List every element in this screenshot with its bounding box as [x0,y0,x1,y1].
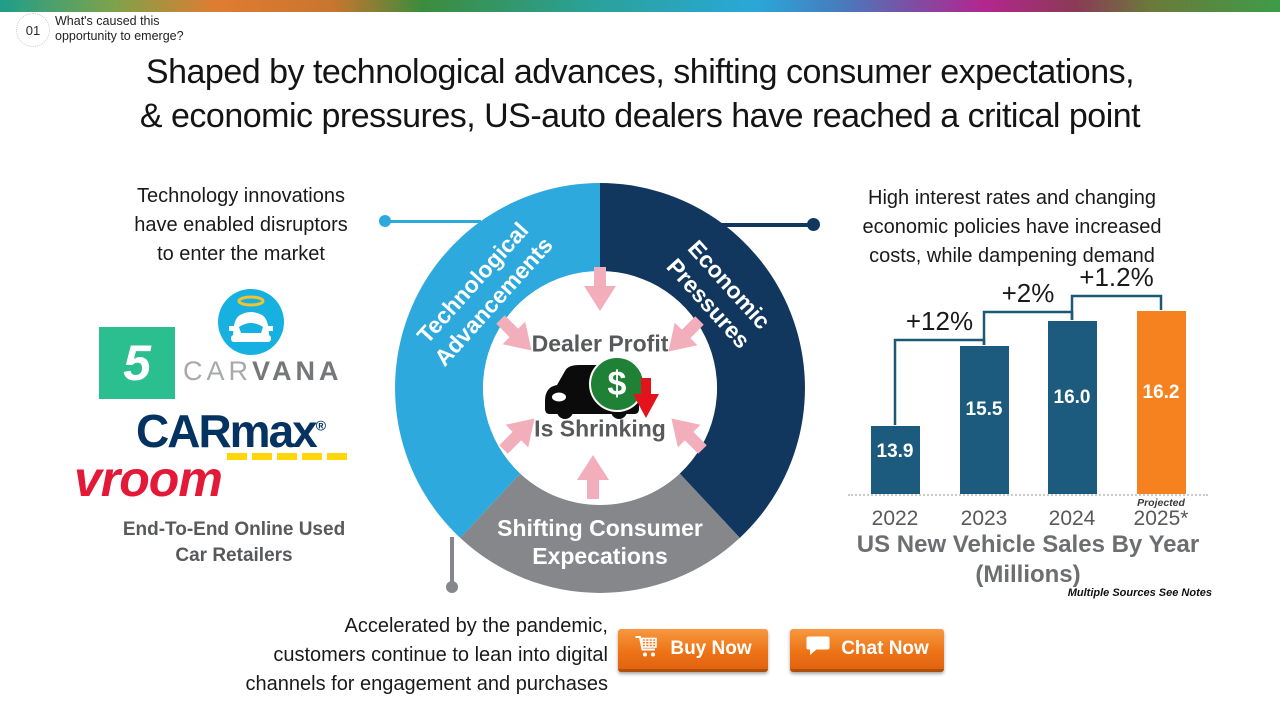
cart-icon [634,634,660,664]
bar-2022 [870,426,920,494]
dealer-profit-text: Dealer Profit [531,330,669,357]
source-note: Multiple Sources See Notes [1067,587,1212,599]
right-connector-line [720,223,812,227]
right-connector-dot [807,218,820,231]
left-callout: Technology innovations have enabled disr… [134,185,348,265]
chart-title: US New Vehicle Sales By Year (Millions) [856,531,1200,588]
inward-arrow-icon [659,406,714,461]
bar-2023 [959,346,1009,494]
segment-economic-pressures [600,183,805,538]
bar-2024 [1047,321,1097,494]
inward-arrow-icon [491,406,546,461]
bottom-connector-dot [446,581,458,593]
label-shifting-consumer-expectations: Shifting Consumer Expecations [497,515,703,569]
carvana-halo-car-icon [218,289,284,355]
donut-diagram [395,183,805,593]
retailers-caption: End-To-End Online Used Car Retailers [122,519,346,566]
growth-label: +12% [905,306,974,336]
growth-bracket [1070,294,1163,320]
x-axis-label: 2025* [1133,507,1189,530]
kicker-text: What's caused this opportunity to emerge… [55,14,184,43]
growth-label: +1.2% [1079,262,1154,292]
inward-arrow-icon [576,455,610,499]
inward-arrow-icon [583,267,617,311]
us-new-vehicle-sales-chart: 13.9 2022 15.5 2023 16.0 2024 16.2 2025* Project… [848,262,1208,530]
kicker-number-badge: 01 [16,13,50,47]
chat-now-button[interactable]: Chat Now [790,629,944,672]
is-shrinking-text: Is Shrinking [534,415,666,442]
x-axis-label: 2024 [1048,507,1096,530]
slide-title: Shaped by technological advances, shifti… [139,53,1141,135]
inward-arrow-icon [488,307,543,362]
right-callout: High interest rates and changing economi… [862,187,1162,267]
carmax-yellow-dashes [227,453,347,460]
inward-arrow-icon [656,308,711,363]
buy-now-button[interactable]: Buy Now [618,629,768,672]
bar-value-label: 15.5 [965,399,1003,420]
segment-technological-advancements [395,183,600,538]
growth-brackets [893,294,1163,425]
kicker-number: 01 [25,22,41,38]
bar-value-label: 13.9 [876,441,914,462]
left-connector-line [386,220,481,223]
segment-shifting-consumer-expectations [460,473,740,593]
buy-now-label: Buy Now [670,638,752,659]
chat-now-label: Chat Now [841,638,929,659]
carvana-logo: CARVANA [183,356,343,386]
x-axis-label: 2023 [960,507,1008,530]
projected-label: Projected [1137,497,1185,509]
bar-2025* [1136,311,1186,494]
bottom-connector-line [450,537,454,585]
chat-icon [805,635,831,663]
growth-label: +2% [1001,278,1055,308]
shift-logo: 5 [99,327,175,399]
bar-value-label: 16.0 [1053,387,1091,408]
left-connector-dot [379,215,391,227]
bottom-callout: Accelerated by the pandemic, customers c… [245,615,608,695]
bar-value-label: 16.2 [1142,382,1180,403]
vroom-logo: vroom [74,451,223,507]
top-gradient-bar [0,0,1280,12]
carmax-logo: CARmax® [136,405,327,457]
x-axis-label: 2022 [871,507,919,530]
red-down-arrow-icon [633,378,659,418]
